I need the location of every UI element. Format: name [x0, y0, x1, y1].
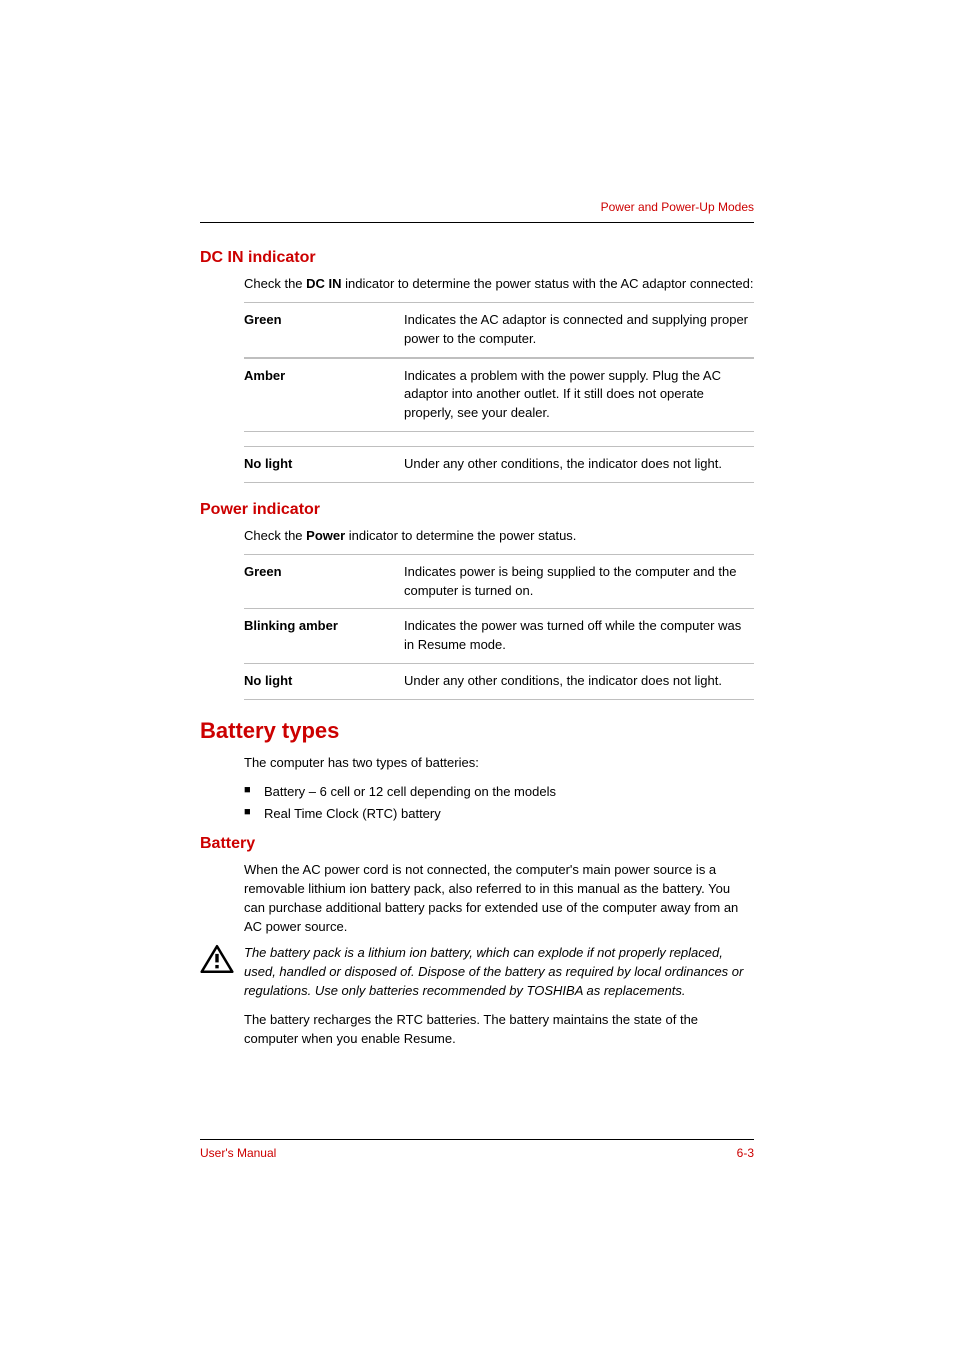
- footer-left: User's Manual: [200, 1146, 276, 1160]
- page-footer: User's Manual 6-3: [200, 1139, 754, 1160]
- table-gap: [244, 432, 754, 446]
- text-fragment: Check the: [244, 528, 306, 543]
- cell-key: No light: [244, 446, 404, 483]
- heading-dc-in: DC IN indicator: [200, 249, 754, 267]
- warning-block: The battery pack is a lithium ion batter…: [200, 944, 754, 1001]
- cell-val: Indicates the power was turned off while…: [404, 609, 754, 664]
- battery-para1: When the AC power cord is not connected,…: [244, 861, 754, 936]
- text-fragment: indicator to determine the power status …: [342, 276, 754, 291]
- battery-para2: The battery recharges the RTC batteries.…: [244, 1011, 754, 1049]
- table-row: Amber Indicates a problem with the power…: [244, 358, 754, 433]
- text-fragment: indicator to determine the power status.: [345, 528, 576, 543]
- text-fragment: Check the: [244, 276, 306, 291]
- text-bold: DC IN: [306, 276, 341, 291]
- cell-val: Indicates the AC adaptor is connected an…: [404, 302, 754, 358]
- cell-val: Indicates power is being supplied to the…: [404, 554, 754, 609]
- table-row: No light Under any other conditions, the…: [244, 446, 754, 483]
- header-rule: [200, 222, 754, 223]
- dc-in-table: Green Indicates the AC adaptor is connec…: [244, 302, 754, 483]
- table-row: No light Under any other conditions, the…: [244, 664, 754, 700]
- heading-battery-types: Battery types: [200, 718, 754, 744]
- power-intro: Check the Power indicator to determine t…: [244, 527, 754, 546]
- cell-val: Indicates a problem with the power suppl…: [404, 358, 754, 433]
- footer-right: 6-3: [737, 1146, 754, 1160]
- warning-icon: [200, 944, 234, 974]
- table-row: Green Indicates power is being supplied …: [244, 554, 754, 609]
- cell-key: Green: [244, 302, 404, 358]
- power-table: Green Indicates power is being supplied …: [244, 554, 754, 700]
- running-head: Power and Power-Up Modes: [200, 200, 754, 214]
- warning-text: The battery pack is a lithium ion batter…: [244, 944, 754, 1001]
- dc-in-intro: Check the DC IN indicator to determine t…: [244, 275, 754, 294]
- battery-types-list: Battery – 6 cell or 12 cell depending on…: [244, 781, 754, 825]
- text-bold: Power: [306, 528, 345, 543]
- cell-key: Green: [244, 554, 404, 609]
- heading-battery: Battery: [200, 835, 754, 853]
- heading-power: Power indicator: [200, 501, 754, 519]
- list-item: Real Time Clock (RTC) battery: [244, 803, 754, 825]
- table-row: Green Indicates the AC adaptor is connec…: [244, 302, 754, 358]
- cell-key: Blinking amber: [244, 609, 404, 664]
- cell-val: Under any other conditions, the indicato…: [404, 664, 754, 700]
- list-item: Battery – 6 cell or 12 cell depending on…: [244, 781, 754, 803]
- cell-val: Under any other conditions, the indicato…: [404, 446, 754, 483]
- cell-key: Amber: [244, 358, 404, 433]
- battery-types-intro: The computer has two types of batteries:: [244, 754, 754, 773]
- cell-key: No light: [244, 664, 404, 700]
- table-row: Blinking amber Indicates the power was t…: [244, 609, 754, 664]
- footer-rule: [200, 1139, 754, 1140]
